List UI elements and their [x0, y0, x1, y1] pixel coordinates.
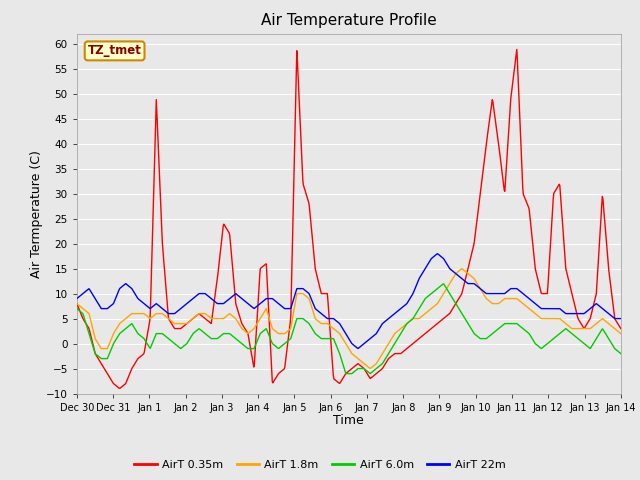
Title: Air Temperature Profile: Air Temperature Profile [261, 13, 436, 28]
X-axis label: Time: Time [333, 414, 364, 427]
Y-axis label: Air Termperature (C): Air Termperature (C) [30, 150, 43, 277]
Text: TZ_tmet: TZ_tmet [88, 44, 141, 58]
Legend: AirT 0.35m, AirT 1.8m, AirT 6.0m, AirT 22m: AirT 0.35m, AirT 1.8m, AirT 6.0m, AirT 2… [130, 456, 510, 474]
